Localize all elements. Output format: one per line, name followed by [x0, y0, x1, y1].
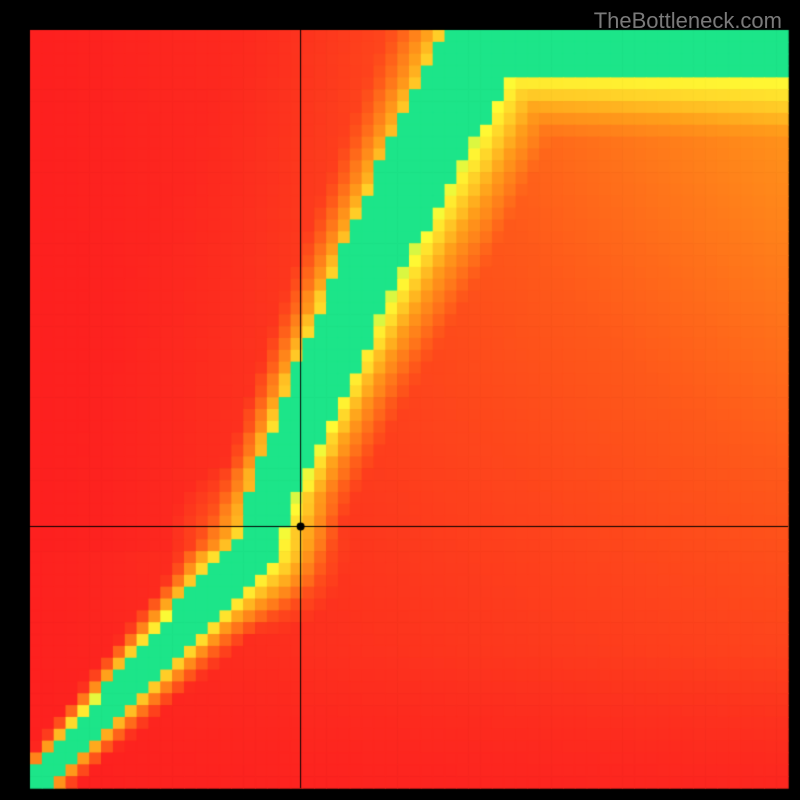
chart-container: TheBottleneck.com — [0, 0, 800, 800]
watermark-text: TheBottleneck.com — [594, 8, 782, 34]
heatmap-canvas — [0, 0, 800, 800]
